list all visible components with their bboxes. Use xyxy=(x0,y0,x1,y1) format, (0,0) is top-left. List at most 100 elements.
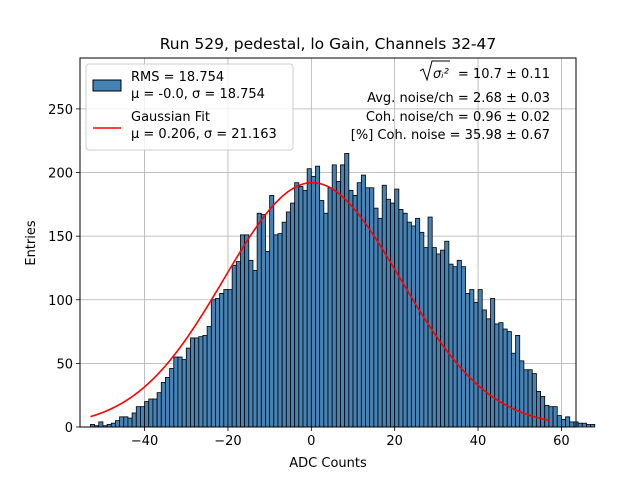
histogram-bar xyxy=(310,175,316,428)
histogram-bar xyxy=(323,212,329,428)
histogram-bar xyxy=(440,249,446,428)
histogram-bar xyxy=(402,212,408,428)
y-axis-label: Entries xyxy=(24,220,39,266)
histogram-bar xyxy=(390,202,396,428)
histogram-bar xyxy=(231,265,237,428)
histogram-bar xyxy=(548,406,554,428)
stat-coh-noise: Coh. noise/ch = 0.96 ± 0.02 xyxy=(366,110,550,125)
histogram-bar xyxy=(219,292,225,428)
histogram-bar xyxy=(290,202,296,428)
histogram-bar xyxy=(519,360,525,428)
histogram-bar xyxy=(173,356,179,428)
histogram-bar xyxy=(148,398,154,428)
y-tick-label: 50 xyxy=(56,357,73,372)
chart-title: Run 529, pedestal, lo Gain, Channels 32-… xyxy=(160,35,497,53)
gaussian-fit-curve xyxy=(90,181,550,422)
histogram-bar xyxy=(227,289,233,428)
histogram-bar xyxy=(277,233,283,428)
histogram-bar xyxy=(490,298,496,428)
histogram-bar xyxy=(481,309,487,428)
histogram-bar xyxy=(510,352,516,428)
histogram-bar xyxy=(565,416,571,428)
histogram-bar xyxy=(206,326,212,428)
histogram-bar xyxy=(223,289,229,428)
histogram-bar xyxy=(590,424,596,428)
histogram-bar xyxy=(181,359,187,428)
histogram-bar xyxy=(527,369,533,428)
histogram-bar xyxy=(385,198,391,428)
stat-sqrt-sigma-symbol: σᵢ² xyxy=(433,67,449,82)
sqrt-symbol xyxy=(419,60,450,82)
histogram-bar xyxy=(531,373,537,428)
histogram-bar xyxy=(331,164,337,428)
histogram-bar xyxy=(198,336,204,428)
histogram-bar xyxy=(544,404,550,428)
histogram-bar xyxy=(369,187,375,428)
histogram-bar xyxy=(156,392,162,428)
y-tick-label: 200 xyxy=(48,167,73,182)
histogram-bar xyxy=(448,263,454,428)
stat-sqrt-sigma: σᵢ² = 10.7 ± 0.11 xyxy=(419,60,550,82)
histogram-bar xyxy=(498,322,504,428)
stat-avg-noise: Avg. noise/ch = 2.68 ± 0.03 xyxy=(367,91,550,106)
histogram-bar xyxy=(123,416,129,428)
histogram-bar xyxy=(244,234,250,428)
x-tick-label: 20 xyxy=(386,434,403,449)
histogram-bar xyxy=(252,270,258,428)
histogram-bar xyxy=(540,396,546,428)
histogram-bar xyxy=(431,247,437,428)
histogram-bar xyxy=(285,211,291,428)
histogram-bar xyxy=(256,212,262,428)
histogram-bar xyxy=(260,214,266,428)
legend-box xyxy=(85,63,294,151)
histogram-bar xyxy=(577,422,583,428)
histogram-bar xyxy=(165,376,171,428)
histogram-bar xyxy=(586,424,591,428)
legend: RMS = 18.754 μ = -0.0, σ = 18.754 Gaussi… xyxy=(85,63,294,151)
histogram-bar xyxy=(169,368,175,428)
histogram-bar xyxy=(460,266,466,428)
histogram-bar xyxy=(485,318,491,428)
histogram-bar xyxy=(202,334,208,428)
histogram-bar xyxy=(294,182,300,428)
histogram-bar xyxy=(473,301,479,428)
histogram-bar xyxy=(469,289,475,428)
histogram-bar xyxy=(415,217,421,428)
histogram-bar xyxy=(515,334,521,428)
stat-sqrt-sigma-value: = 10.7 ± 0.11 xyxy=(458,67,550,82)
x-tick-label: 40 xyxy=(470,434,487,449)
histogram-bar xyxy=(423,247,429,428)
plot-frame xyxy=(79,57,577,428)
histogram-bar xyxy=(419,231,425,428)
histogram-bar xyxy=(144,401,150,428)
x-tick-label: 0 xyxy=(307,434,315,449)
histogram-bar xyxy=(177,356,183,428)
histogram-bar xyxy=(356,182,362,428)
histogram-bar xyxy=(456,259,462,428)
histogram-bar xyxy=(194,337,200,428)
histogram-bar xyxy=(340,164,346,428)
histogram-bar xyxy=(127,417,133,428)
histogram-bar xyxy=(444,240,450,428)
y-tick-label: 250 xyxy=(48,103,73,118)
histogram-bar xyxy=(506,331,512,428)
histogram-bar xyxy=(248,259,254,428)
histogram-bar xyxy=(273,234,279,428)
histogram-bar xyxy=(556,415,562,428)
x-axis-label: ADC Counts xyxy=(289,456,367,471)
histogram-bar xyxy=(536,390,541,428)
histogram-bar xyxy=(398,209,404,428)
histogram-bar xyxy=(381,184,387,428)
histogram-bar xyxy=(240,234,246,428)
histogram-bar xyxy=(410,225,416,428)
histogram-bar xyxy=(465,292,471,428)
x-tick-label: −40 xyxy=(131,434,158,449)
histogram-bar xyxy=(160,382,166,428)
histogram-bar xyxy=(344,153,350,428)
histogram-bar xyxy=(327,187,333,428)
stats-annotations: σᵢ² = 10.7 ± 0.11 Avg. noise/ch = 2.68 ±… xyxy=(351,60,550,143)
histogram-bar xyxy=(235,261,241,428)
y-tick-label: 150 xyxy=(48,230,73,245)
histogram-bar xyxy=(131,412,137,428)
histogram-bar xyxy=(427,216,433,428)
